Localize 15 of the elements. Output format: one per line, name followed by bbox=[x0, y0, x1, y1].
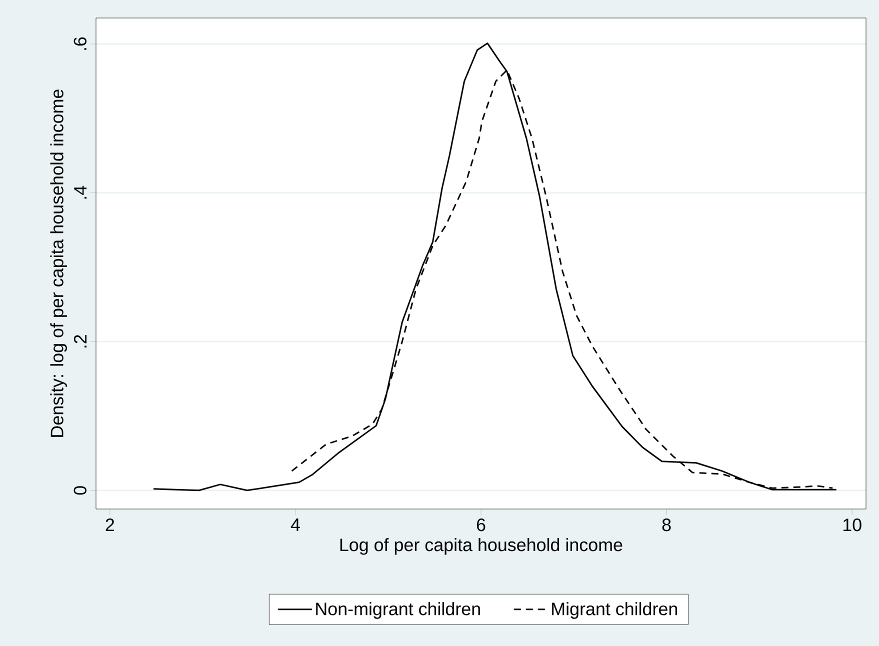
legend-label: Migrant children bbox=[552, 602, 678, 619]
x-tick-label: 4 bbox=[290, 518, 300, 531]
x-tick-label: 8 bbox=[662, 518, 671, 532]
y-tick-label: .6 bbox=[74, 37, 86, 50]
y-tick-label: .2 bbox=[74, 335, 86, 348]
x-axis-title: Log of per capita household income bbox=[340, 538, 622, 555]
y-tick-label: .4 bbox=[74, 186, 86, 199]
x-tick-label: 2 bbox=[106, 518, 114, 532]
x-tick-label: 10 bbox=[843, 518, 862, 532]
y-axis-title: Density: log of per capita household income bbox=[50, 90, 67, 437]
line-series bbox=[152, 42, 838, 492]
line-series bbox=[291, 69, 834, 489]
y-tick-label: 0 bbox=[74, 486, 86, 495]
x-tick-label: 6 bbox=[476, 518, 486, 532]
legend-label: Non-migrant children bbox=[316, 602, 480, 619]
